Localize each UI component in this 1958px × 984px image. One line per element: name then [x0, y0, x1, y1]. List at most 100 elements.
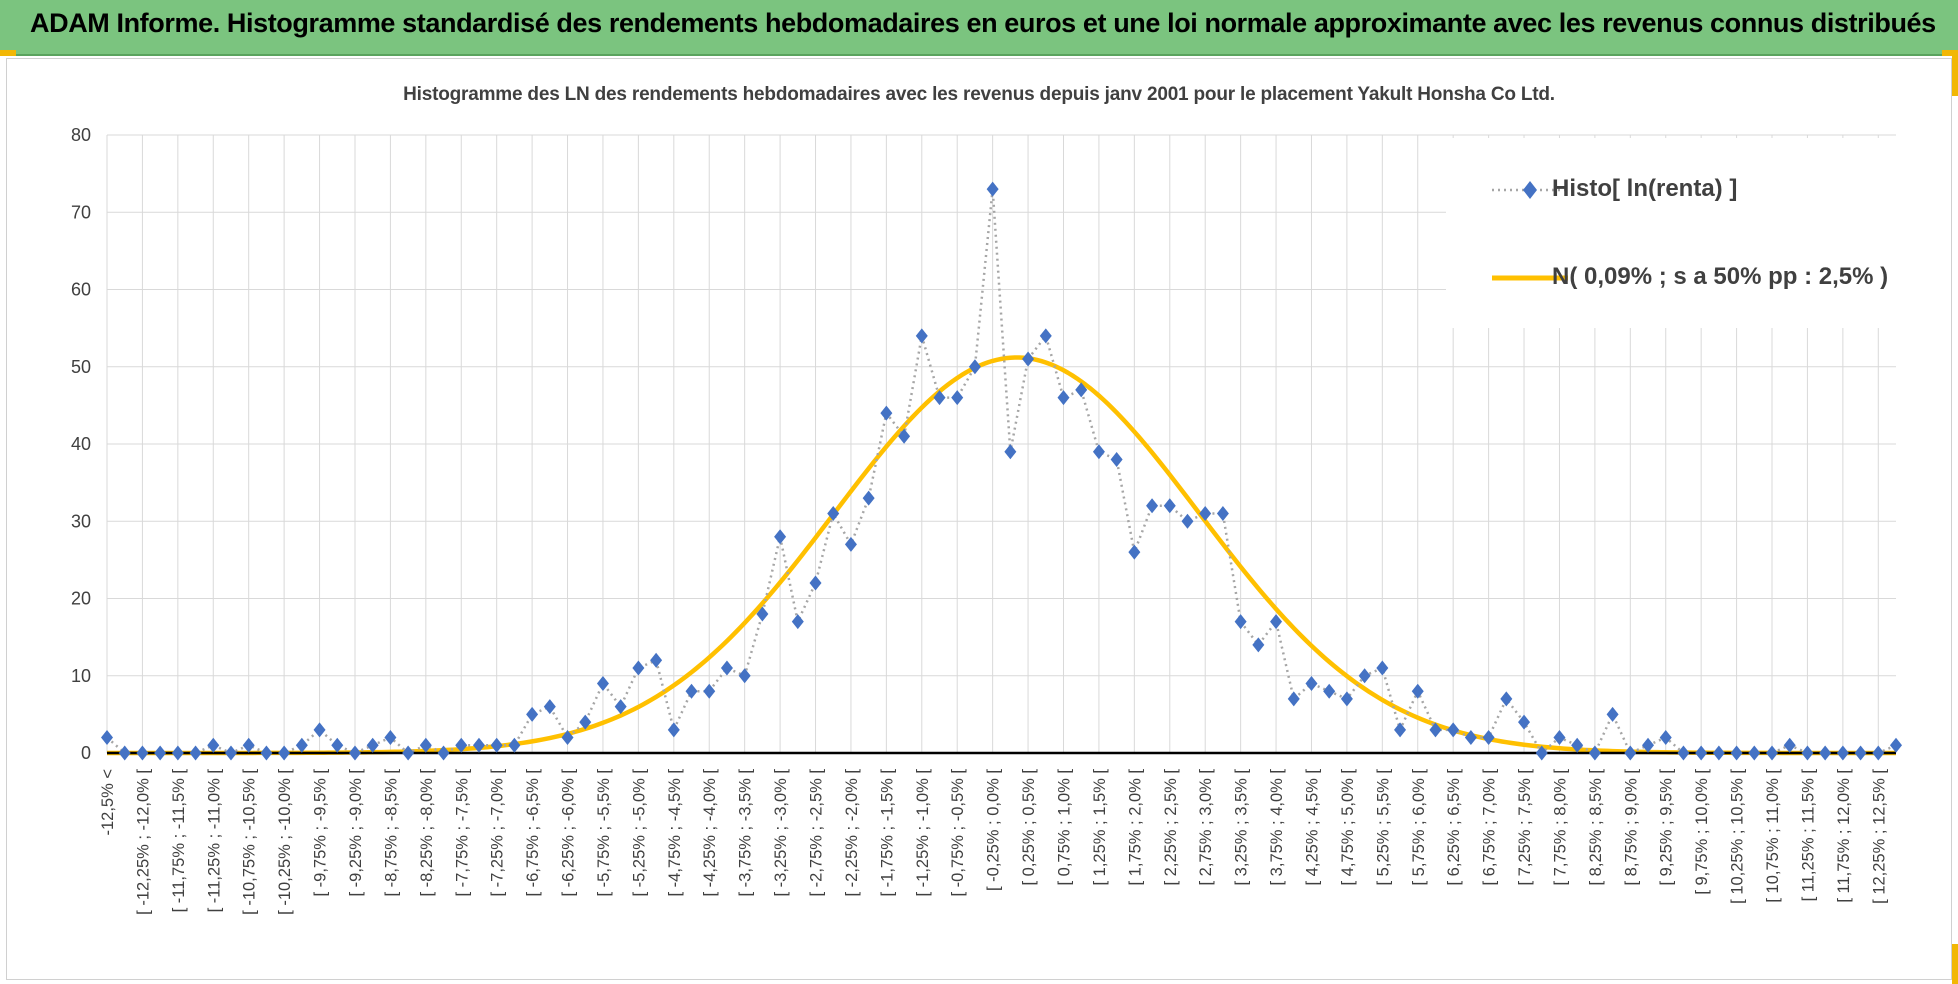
histo-data-point: [1039, 328, 1052, 344]
histo-data-point: [756, 606, 769, 622]
histo-data-point: [1854, 745, 1867, 761]
histo-data-point: [508, 737, 521, 753]
chart-frame: [6, 58, 1952, 980]
x-tick-label: [ -11,25% ; -11,0% [: [205, 769, 223, 913]
banner: ADAM Informe. Histogramme standardisé de…: [0, 0, 1958, 56]
histo-data-point: [720, 660, 733, 676]
x-tick-label: [ -0,25% ; 0,0% [: [985, 769, 1003, 891]
histo-data-point: [171, 745, 184, 761]
histo-data-point: [189, 745, 202, 761]
histo-data-point: [313, 722, 326, 738]
x-tick-label: [ 2,25% ; 2,5% [: [1162, 769, 1180, 886]
histo-data-point: [844, 536, 857, 552]
histo-data-point: [738, 668, 751, 684]
histo-data-point: [1394, 722, 1407, 738]
histo-data-point: [331, 737, 344, 753]
x-tick-label: [ 9,75% ; 10,0% [: [1693, 769, 1711, 895]
histo-data-point: [1234, 614, 1247, 630]
histo-data-point: [1801, 745, 1814, 761]
histo-data-point: [632, 660, 645, 676]
x-tick-label: [ -5,25% ; -5,0% [: [630, 769, 648, 897]
histo-data-point: [419, 737, 432, 753]
x-tick-label: [ 0,25% ; 0,5% [: [1020, 769, 1038, 886]
y-tick-label: 50: [71, 357, 91, 377]
x-tick-label: [ -3,25% ; -3,0% [: [772, 769, 790, 897]
histo-data-point: [1872, 745, 1885, 761]
histo-data-point: [278, 745, 291, 761]
x-tick-label: [ 9,25% ; 9,5% [: [1658, 769, 1676, 886]
histo-data-point: [1376, 660, 1389, 676]
histo-data-point: [1340, 691, 1353, 707]
histo-data-point: [1659, 730, 1672, 746]
legend-histo-swatch: [1492, 181, 1568, 199]
y-tick-label: 0: [81, 743, 91, 763]
corner-accent-right-bottom: [1952, 944, 1958, 984]
histo-data-point: [526, 706, 539, 722]
x-tick-label: [ -10,75% ; -10,5% [: [241, 769, 259, 915]
x-tick-label: [ -2,75% ; -2,5% [: [808, 769, 826, 897]
x-tick-label: [ -5,75% ; -5,5% [: [595, 769, 613, 897]
x-tick-label: [ 6,25% ; 6,5% [: [1445, 769, 1463, 886]
histo-data-point: [1624, 745, 1637, 761]
histo-data-point: [295, 737, 308, 753]
histo-data-point: [1411, 683, 1424, 699]
histo-data-point: [1358, 668, 1371, 684]
x-tick-label: [ 4,25% ; 4,5% [: [1303, 769, 1321, 886]
histo-series-line: [106, 188, 1897, 755]
x-tick-label: [ -6,75% ; -6,5% [: [524, 769, 542, 897]
y-tick-label: 40: [71, 434, 91, 454]
chart-title: Histogramme des LN des rendements hebdom…: [403, 84, 1555, 105]
x-tick-label: [ 5,25% ; 5,5% [: [1374, 769, 1392, 886]
histo-data-point: [880, 405, 893, 421]
histo-data-point: [1004, 444, 1017, 460]
x-tick-label: [ 5,75% ; 6,0% [: [1410, 769, 1428, 886]
histo-data-point: [402, 745, 415, 761]
x-tick-label: [ -4,25% ; -4,0% [: [701, 769, 719, 897]
histo-data-point: [1500, 691, 1513, 707]
histo-data-point: [1588, 745, 1601, 761]
corner-accent-top-right: [1942, 50, 1958, 56]
histo-data-point: [898, 428, 911, 444]
y-tick-label: 20: [71, 589, 91, 609]
histo-data-point: [1642, 737, 1655, 753]
histo-data-point: [579, 714, 592, 730]
histo-data-point: [1146, 498, 1159, 514]
histo-data-point: [1766, 745, 1779, 761]
histo-data-point: [1535, 745, 1548, 761]
y-tick-label: 10: [71, 666, 91, 686]
x-tick-label: -12,5% <: [99, 769, 117, 836]
y-tick-label: 60: [71, 280, 91, 300]
histo-data-point: [1606, 706, 1619, 722]
histo-data-point: [455, 737, 468, 753]
histo-data-point: [561, 730, 574, 746]
normal-curve-line: [107, 355, 1896, 756]
x-tick-label: [ 1,25% ; 1,5% [: [1091, 769, 1109, 886]
histo-data-point: [1323, 683, 1336, 699]
histo-data-point: [650, 652, 663, 668]
histo-data-point: [348, 745, 361, 761]
histo-data-point: [1748, 745, 1761, 761]
legend-item-histo: Histo[ ln(renta) ]: [1446, 170, 1906, 210]
histo-data-point: [437, 745, 450, 761]
histo-data-point: [1075, 382, 1088, 398]
y-tick-label: 30: [71, 511, 91, 531]
histo-data-point: [827, 506, 840, 522]
histo-data-point: [1730, 745, 1743, 761]
x-tick-label: [ 10,25% ; 10,5% [: [1729, 769, 1747, 904]
histo-data-point: [951, 390, 964, 406]
x-tick-label: [ 0,75% ; 1,0% [: [1055, 769, 1073, 886]
x-tick-label: [ 1,75% ; 2,0% [: [1126, 769, 1144, 886]
histo-data-point: [703, 683, 716, 699]
x-tick-label: [ -2,25% ; -2,0% [: [843, 769, 861, 897]
histo-data-point: [1163, 498, 1176, 514]
x-tick-label: [ 6,75% ; 7,0% [: [1481, 769, 1499, 886]
histo-data-point: [862, 490, 875, 506]
histo-data-point: [1836, 745, 1849, 761]
histo-data-point: [1092, 444, 1105, 460]
histo-data-point: [242, 737, 255, 753]
histo-data-point: [1110, 451, 1123, 467]
legend-normal-label: N( 0,09% ; s a 50% pp : 2,5% ): [1552, 263, 1889, 290]
x-tick-label: [ -11,75% ; -11,5% [: [170, 769, 188, 913]
x-tick-label: [ -7,25% ; -7,0% [: [489, 769, 507, 897]
